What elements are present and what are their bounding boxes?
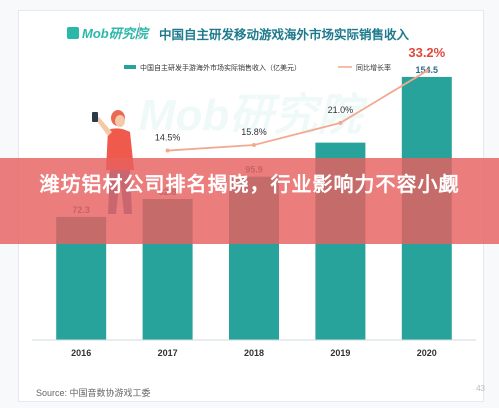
- phone-icon: [92, 112, 98, 122]
- x-tick-2017: 2017: [158, 348, 178, 358]
- growth-label-2020: 33.2%: [408, 45, 445, 60]
- chart-header: Mob研究院 中国自主研发移动游戏海外市场实际销售收入: [19, 11, 483, 51]
- growth-point-2018: [252, 143, 256, 148]
- x-tick-2018: 2018: [244, 348, 264, 358]
- x-tick-2019: 2019: [330, 348, 350, 358]
- logo-text: Mob研究院: [82, 26, 148, 41]
- growth-point-2020: [424, 68, 429, 73]
- legend-swatch-bar: [124, 65, 136, 69]
- watermark: Mob研究院: [139, 91, 368, 140]
- chart-title: 中国自主研发移动游戏海外市场实际销售收入: [159, 28, 410, 42]
- header-divider: [139, 23, 140, 39]
- page-number: 43: [476, 384, 485, 393]
- source-note: Source: 中国音数协游戏工委: [36, 388, 151, 398]
- person-face: [115, 115, 125, 127]
- logo-icon: [67, 27, 79, 39]
- x-tick-2020: 2020: [417, 348, 437, 358]
- growth-point-2017: [165, 148, 170, 153]
- person-arm: [96, 117, 112, 136]
- chart-legend: 中国自主研发手游海外市场实际销售收入（亿美元） 同比增长率: [124, 63, 391, 72]
- headline-text: 潍坊铝材公司排名揭晓，行业影响力不容小觑: [39, 174, 460, 196]
- growth-line: [167, 70, 428, 152]
- watermark-text: Mob研究院: [139, 91, 368, 140]
- growth-label-2017: 14.5%: [155, 133, 181, 143]
- x-tick-2016: 2016: [71, 348, 91, 358]
- brand-logo: Mob研究院: [67, 23, 148, 42]
- legend-label-line: 同比增长率: [356, 63, 391, 72]
- x-axis: 2016 2017 2018 2019 2020: [32, 339, 476, 358]
- legend-label-bar: 中国自主研发手游海外市场实际销售收入（亿美元）: [140, 63, 301, 72]
- headline-banner: [0, 158, 499, 244]
- growth-label-2018: 15.8%: [241, 127, 267, 137]
- growth-label-2019: 21.0%: [328, 105, 354, 115]
- growth-point-2019: [338, 120, 343, 125]
- growth-line-series: 14.5% 15.8% 21.0% 33.2%: [155, 45, 446, 153]
